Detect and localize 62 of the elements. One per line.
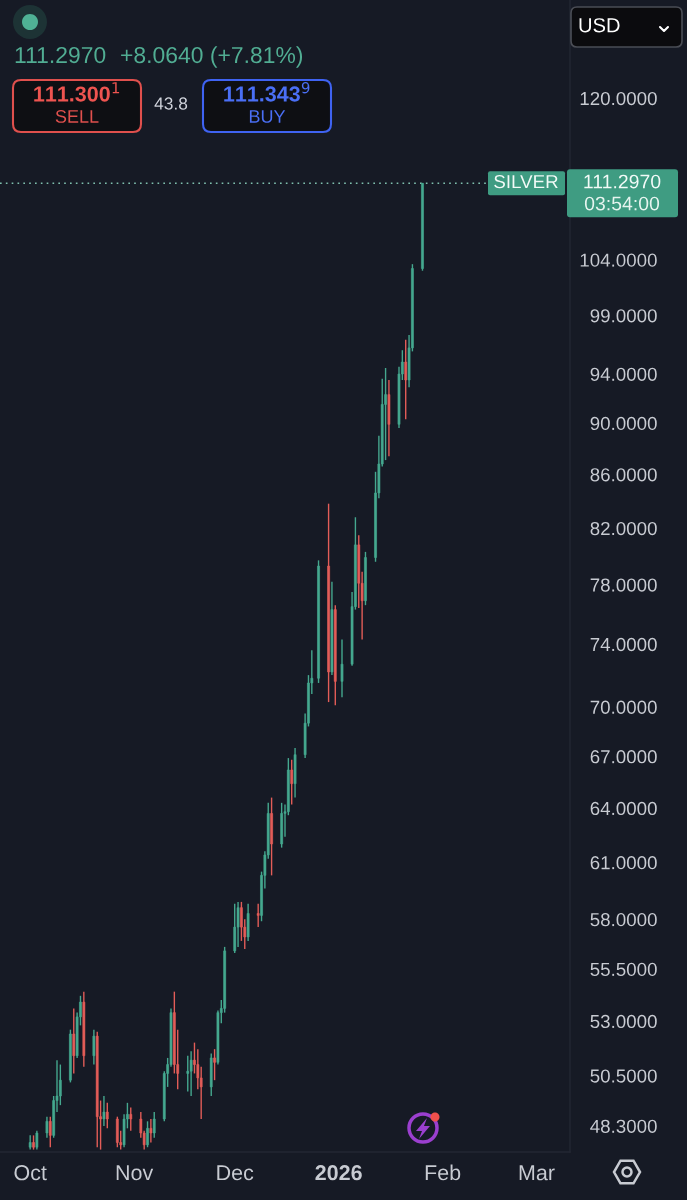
annotation: 111.343$^{9}$ [224, 81, 310, 102]
candlestick [69, 1028, 72, 1084]
candlestick [92, 1028, 96, 1066]
text: 03:54:00 [584, 196, 660, 211]
candlestick [246, 903, 250, 942]
y-tick-label: 90.0000 [590, 416, 657, 431]
candlestick [45, 1115, 49, 1139]
y-tick-label: 61.0000 [590, 856, 657, 870]
candlestick [186, 1055, 190, 1093]
y-tick-label: 67.0000 [590, 750, 657, 764]
y-tick-label: 58.0000 [590, 913, 657, 927]
x-tick-label: Feb [425, 1164, 461, 1181]
y-tick-label: 48.3000 [590, 1119, 657, 1133]
text: USD [579, 18, 620, 33]
candlestick [404, 338, 408, 421]
x-tick-label: Nov [116, 1165, 154, 1181]
candlestick [149, 1118, 153, 1144]
y-tick-label: 86.0000 [590, 468, 657, 482]
y-tick-label: 70.0000 [590, 700, 657, 714]
annotation: 111.300$^{1}$ [34, 82, 120, 102]
ref-line-label: SILVER [494, 174, 558, 189]
y-tick-label: 78.0000 [590, 578, 657, 592]
candlestick [317, 559, 320, 684]
candlestick [105, 1102, 109, 1130]
y-tick-label: 94.0000 [590, 367, 657, 381]
text: 111.2970 [584, 174, 661, 189]
candlestick [32, 1134, 35, 1151]
candlestick [129, 1106, 133, 1132]
candlestick [233, 903, 237, 954]
annotation: 111.2970 [15, 46, 106, 64]
y-tick-label: 53.0000 [590, 1014, 657, 1029]
y-tick-label: 50.5000 [590, 1069, 657, 1083]
candlestick [327, 503, 330, 703]
candlestick [189, 1050, 193, 1097]
y-tick-label: 55.5000 [590, 962, 657, 977]
candlestick [364, 551, 367, 606]
candlestick [116, 1115, 119, 1148]
candlestick [35, 1129, 39, 1151]
candlestick [340, 638, 344, 698]
y-tick-label: 120.0000 [580, 91, 657, 106]
candlestick [280, 802, 283, 849]
annotation: BUY [249, 110, 286, 123]
y-tick-label: 74.0000 [590, 637, 657, 652]
candlestick [256, 903, 260, 928]
annotation: SELL [55, 110, 99, 123]
y-tick-label: 99.0000 [590, 309, 657, 323]
candlestick [28, 1134, 32, 1151]
x-tick-label: Mar [519, 1165, 555, 1181]
candlestick [146, 1120, 149, 1148]
candlestick [290, 759, 294, 806]
x-tick-label: Dec [217, 1165, 254, 1181]
candlestick [270, 796, 273, 877]
annotation: +8.0640 (+7.81%) [121, 46, 303, 68]
candlestick [421, 182, 424, 272]
y-tick-label: 64.0000 [590, 801, 657, 816]
x-tick-label: Oct [14, 1165, 47, 1181]
candlestick [152, 1111, 156, 1139]
y-tick-label: 104.0000 [580, 253, 657, 267]
candlestick [213, 1048, 216, 1081]
x-tick-label: 2026 [315, 1165, 362, 1181]
y-tick-label: 82.0000 [590, 521, 657, 536]
annotation: 43.8 [154, 97, 188, 110]
